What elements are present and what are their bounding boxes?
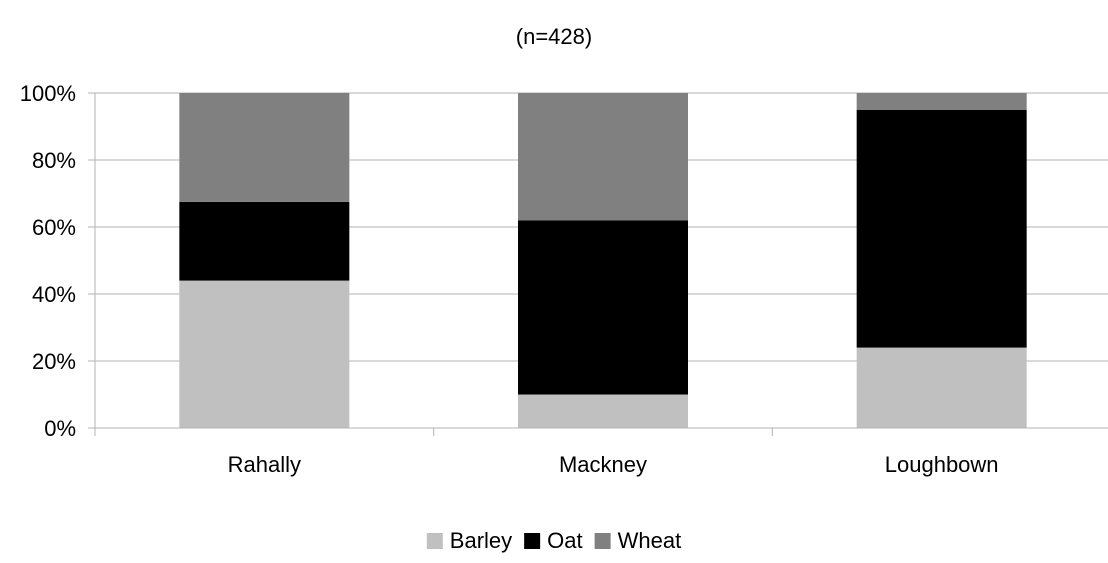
axes <box>88 92 1108 436</box>
x-tick-label: Loughbown <box>885 452 999 477</box>
legend-label-oat: Oat <box>547 528 582 553</box>
bars <box>179 93 1027 428</box>
bar-oat-rahally <box>179 201 350 281</box>
y-tick-label: 60% <box>32 215 76 240</box>
legend-label-barley: Barley <box>450 528 512 553</box>
x-tick-label: Mackney <box>559 452 647 477</box>
bar-barley-loughbown <box>856 347 1027 428</box>
y-tick-label: 100% <box>20 81 76 106</box>
bar-wheat-rahally <box>179 93 350 202</box>
bar-wheat-mackney <box>518 93 688 221</box>
y-tick-label: 20% <box>32 349 76 374</box>
y-tick-label: 40% <box>32 282 76 307</box>
bar-wheat-loughbown <box>856 93 1027 110</box>
x-tick-labels: Rahally Mackney Loughbown <box>228 452 999 477</box>
legend-swatch-barley <box>426 533 443 549</box>
legend-swatch-wheat <box>594 533 611 549</box>
legend-swatch-oat <box>524 533 541 549</box>
bar-oat-loughbown <box>856 109 1027 348</box>
bar-barley-mackney <box>518 394 688 428</box>
legend: Barley Oat Wheat <box>426 528 682 553</box>
x-tick-label: Rahally <box>228 452 301 477</box>
y-tick-labels: 0% 20% 40% 60% 80% 100% <box>20 81 76 441</box>
y-tick-label: 80% <box>32 148 76 173</box>
bar-barley-rahally <box>179 280 350 428</box>
y-tick-label: 0% <box>44 416 76 441</box>
legend-label-wheat: Wheat <box>618 528 682 553</box>
chart-title: (n=428) <box>516 24 592 49</box>
bar-oat-mackney <box>518 220 688 395</box>
